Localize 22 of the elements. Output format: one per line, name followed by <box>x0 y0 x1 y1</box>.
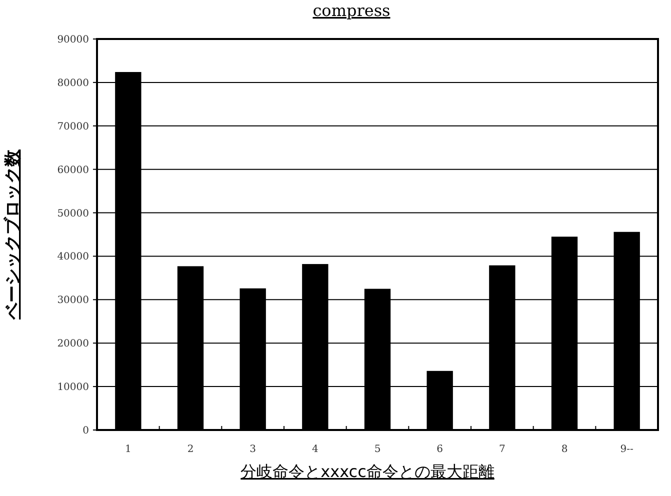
x-tick-label: 8 <box>561 444 568 455</box>
x-tick-label: 1 <box>124 444 132 455</box>
x-tick-label: 7 <box>498 444 506 455</box>
y-tick-label: 90000 <box>57 34 89 46</box>
y-tick-label: 30000 <box>57 295 89 306</box>
y-tick-label: 40000 <box>57 252 89 263</box>
y-tick-label: 20000 <box>57 338 89 350</box>
x-tick-label: 2 <box>187 444 194 455</box>
y-tick-label: 0 <box>82 426 89 436</box>
y-tick-label: 80000 <box>57 78 89 89</box>
x-tick-label: 3 <box>250 444 256 455</box>
y-tick-label: 50000 <box>57 208 89 220</box>
x-tick-label: 5 <box>374 444 381 455</box>
x-tick-label: 9-- <box>620 444 634 455</box>
y-tick-label: 70000 <box>57 121 89 132</box>
x-tick-label: 6 <box>436 444 444 455</box>
x-tick-label: 4 <box>312 444 318 455</box>
y-tick-label: 10000 <box>57 382 89 394</box>
x-axis-title: 分岐命令とxxxcc命令との最大距離 <box>240 462 494 481</box>
y-tick-label: 60000 <box>57 164 89 176</box>
chart-title: compress <box>312 1 390 20</box>
y-axis-title: ベーシックブロック数 <box>3 148 23 320</box>
